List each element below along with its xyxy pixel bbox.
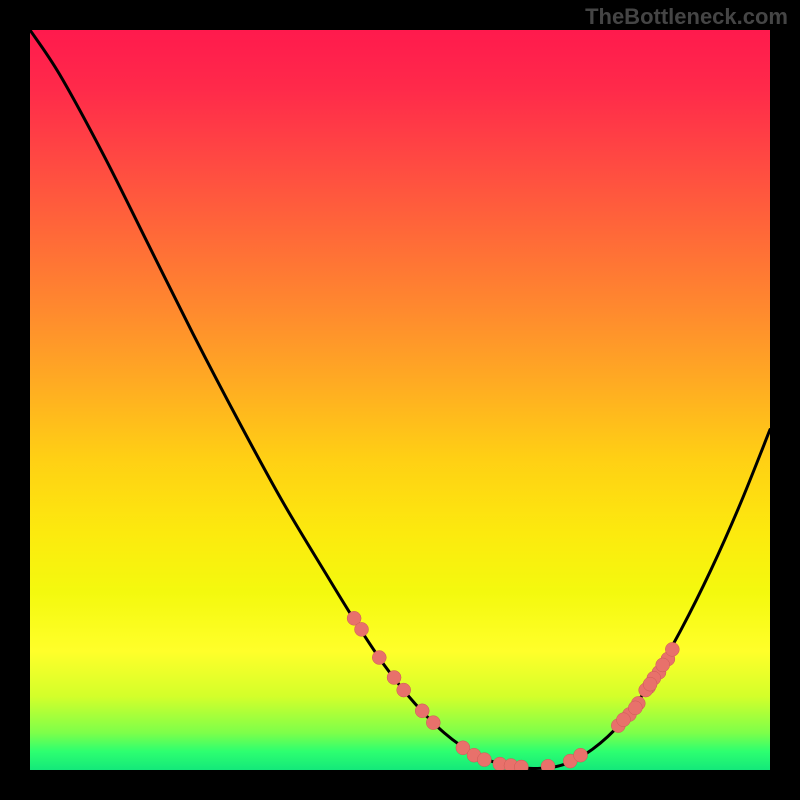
chart-curve-layer: [30, 30, 770, 770]
data-marker: [477, 753, 491, 767]
data-markers-group: [347, 611, 679, 770]
data-marker: [415, 704, 429, 718]
data-marker: [355, 622, 369, 636]
data-marker: [656, 658, 670, 672]
data-marker: [665, 642, 679, 656]
data-marker: [628, 701, 642, 715]
watermark-text: TheBottleneck.com: [585, 4, 788, 30]
data-marker: [574, 748, 588, 762]
bottleneck-curve: [30, 30, 770, 769]
data-marker: [372, 651, 386, 665]
data-marker: [426, 716, 440, 730]
data-marker: [387, 671, 401, 685]
data-marker: [397, 683, 411, 697]
data-marker: [643, 677, 657, 691]
data-marker: [541, 759, 555, 770]
data-marker: [616, 713, 630, 727]
chart-plot-area: [30, 30, 770, 770]
